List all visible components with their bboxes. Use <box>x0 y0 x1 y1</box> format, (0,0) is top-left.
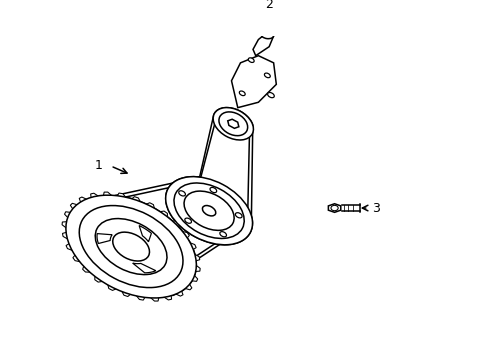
Ellipse shape <box>95 219 167 275</box>
Ellipse shape <box>213 108 253 140</box>
Ellipse shape <box>209 188 216 193</box>
Polygon shape <box>328 204 340 212</box>
Polygon shape <box>139 225 151 242</box>
Ellipse shape <box>239 91 244 96</box>
Ellipse shape <box>264 73 270 78</box>
Ellipse shape <box>184 218 191 223</box>
Ellipse shape <box>174 183 244 238</box>
Polygon shape <box>115 111 249 292</box>
Ellipse shape <box>113 232 149 261</box>
Polygon shape <box>227 119 238 129</box>
Ellipse shape <box>248 58 254 62</box>
Ellipse shape <box>330 205 338 211</box>
Polygon shape <box>62 192 200 301</box>
Ellipse shape <box>235 213 242 218</box>
Ellipse shape <box>183 191 234 230</box>
Ellipse shape <box>219 112 247 136</box>
Text: 2: 2 <box>264 0 272 11</box>
Polygon shape <box>115 108 252 295</box>
Text: 1: 1 <box>94 159 102 172</box>
Polygon shape <box>97 234 112 243</box>
Ellipse shape <box>79 206 183 288</box>
Text: 3: 3 <box>371 202 379 215</box>
Ellipse shape <box>220 231 226 237</box>
Ellipse shape <box>261 31 273 39</box>
Ellipse shape <box>267 93 274 98</box>
Ellipse shape <box>202 206 215 216</box>
Polygon shape <box>132 263 156 273</box>
Polygon shape <box>231 56 276 108</box>
Ellipse shape <box>165 177 252 245</box>
Ellipse shape <box>179 191 185 196</box>
Ellipse shape <box>66 195 196 298</box>
Polygon shape <box>252 32 273 56</box>
